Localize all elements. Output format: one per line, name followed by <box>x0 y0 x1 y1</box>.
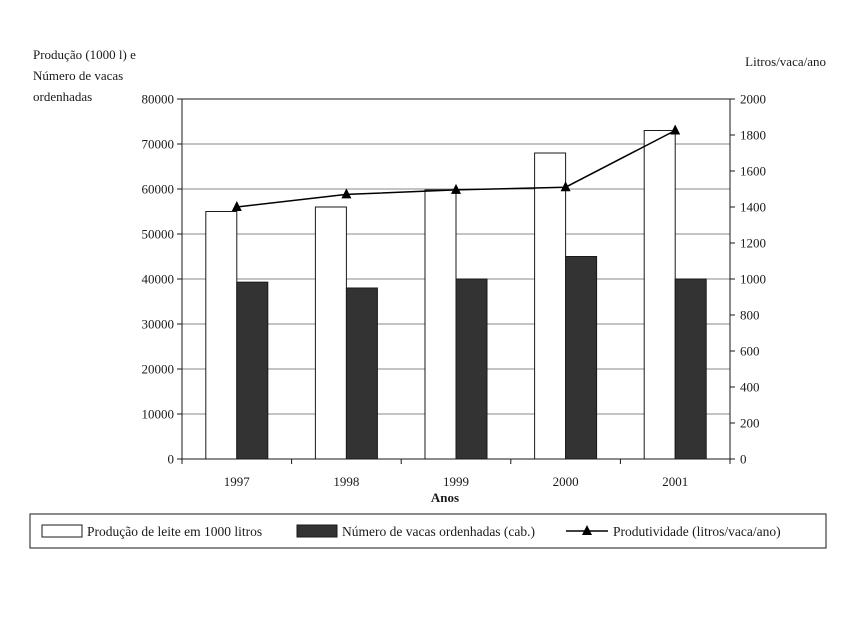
x-tick-label: 2000 <box>553 474 579 489</box>
y-left-tick-label: 30000 <box>142 317 175 332</box>
legend-marker-productivity <box>582 525 592 535</box>
bar-cows <box>236 281 269 460</box>
axes: 0100002000030000400005000060000700008000… <box>142 92 767 490</box>
y-left-tick-label: 80000 <box>142 92 175 107</box>
y-left-tick-label: 0 <box>168 452 175 467</box>
legend-swatch-cows <box>296 524 338 538</box>
bar-production <box>643 130 676 460</box>
legend-label-productivity: Produtividade (litros/vaca/ano) <box>613 524 781 539</box>
y-left-tick-label: 70000 <box>142 137 175 152</box>
bar-production <box>424 189 457 460</box>
bar-production <box>534 152 567 460</box>
bar-production <box>205 211 238 460</box>
bar-cows <box>674 278 707 460</box>
point-productivity <box>231 201 242 211</box>
bar-cows <box>565 256 598 460</box>
y-right-tick-label: 1800 <box>740 128 766 143</box>
legend-swatch-production <box>41 524 83 538</box>
y-left-tick-label: 20000 <box>142 362 175 377</box>
y-right-tick-label: 1400 <box>740 200 766 215</box>
legend-label-production: Produção de leite em 1000 litros <box>87 524 262 539</box>
y-right-tick-label: 400 <box>740 380 760 395</box>
point-productivity <box>341 188 352 199</box>
legend: Produção de leite em 1000 litros Número … <box>29 513 827 549</box>
legend-label-cows: Número de vacas ordenhadas (cab.) <box>342 524 535 539</box>
bars <box>205 130 707 460</box>
y-axis-left-label-line-3: ordenhadas <box>33 89 92 104</box>
x-tick-label: 1998 <box>333 474 359 489</box>
y-right-tick-label: 2000 <box>740 92 766 107</box>
y-left-tick-label: 60000 <box>142 182 175 197</box>
y-right-tick-label: 800 <box>740 308 760 323</box>
y-left-tick-label: 50000 <box>142 227 175 242</box>
y-right-tick-label: 1200 <box>740 236 766 251</box>
x-tick-label: 1999 <box>443 474 469 489</box>
point-productivity <box>451 183 461 194</box>
bar-cows <box>345 287 378 460</box>
y-axis-left-label-line-1: Produção (1000 l) e <box>33 47 136 62</box>
y-axis-right-label: Litros/vaca/ano <box>745 54 826 69</box>
y-right-tick-label: 1000 <box>740 272 766 287</box>
point-productivity <box>560 181 571 192</box>
bar-cows <box>455 278 488 460</box>
x-axis-label: Anos <box>431 490 459 505</box>
x-tick-label: 2001 <box>662 474 688 489</box>
y-right-tick-label: 600 <box>740 344 760 359</box>
y-left-tick-label: 10000 <box>142 407 175 422</box>
y-right-tick-label: 1600 <box>740 164 766 179</box>
point-productivity <box>670 124 681 135</box>
productivity-line <box>231 124 681 211</box>
y-axis-left-label-line-2: Número de vacas <box>33 68 123 83</box>
y-right-tick-label: 0 <box>740 452 747 467</box>
y-right-tick-label: 200 <box>740 416 760 431</box>
bar-production <box>314 206 347 460</box>
x-tick-label: 1997 <box>224 474 251 489</box>
y-left-tick-label: 40000 <box>142 272 175 287</box>
